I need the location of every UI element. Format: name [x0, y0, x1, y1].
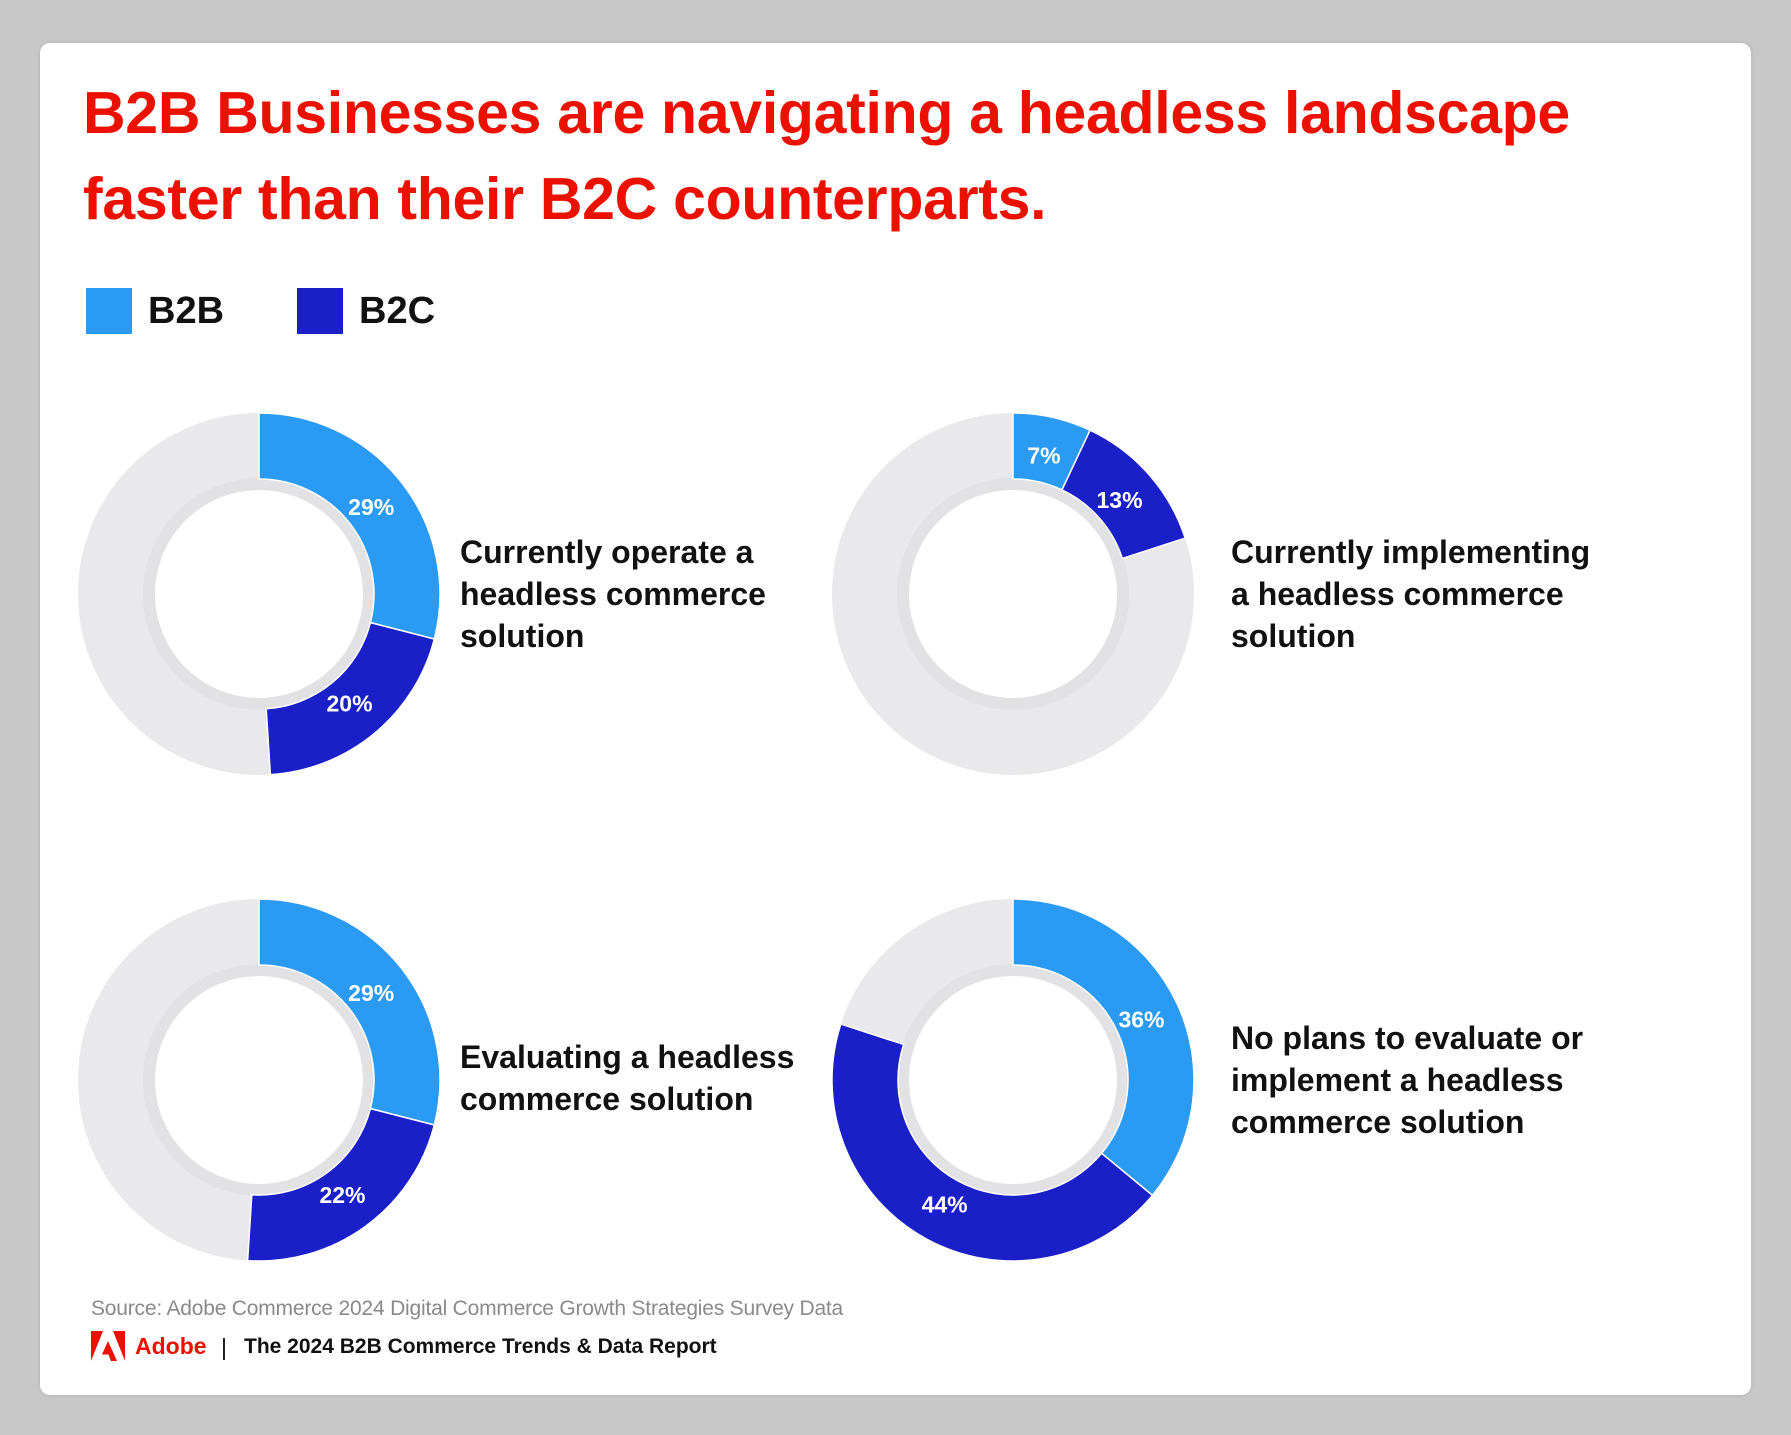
donut-chart-operate: 29% 20% — [78, 412, 441, 776]
donut-slice-b2c — [246, 1107, 436, 1262]
donut-slice-label-b2c: 44% — [922, 1191, 968, 1217]
legend-label-b2b: B2B — [148, 290, 225, 332]
donut-caption-evaluating: Evaluating a headless commerce solution — [460, 1039, 795, 1117]
donut-caption-no-plans: No plans to evaluate or implement a head… — [1231, 1020, 1584, 1140]
donut-inner-track — [143, 964, 375, 1196]
legend-swatch-b2b — [86, 288, 132, 334]
donut-slice-b2b — [258, 412, 441, 640]
legend-swatch-b2c — [297, 288, 343, 334]
donut-slice-b2b — [258, 898, 441, 1126]
adobe-logo-icon — [91, 1331, 125, 1361]
donut-slice-b2c — [1060, 429, 1187, 560]
page-title: B2B Businesses are navigating a headless… — [83, 80, 1570, 232]
donut-caption-implementing: Currently implementing a headless commer… — [1231, 534, 1591, 654]
donut-caption-operate: Currently operate a headless commerce so… — [460, 534, 766, 654]
footer-report-title: The 2024 B2B Commerce Trends & Data Repo… — [244, 1335, 717, 1358]
donut-slice-label-b2c: 22% — [319, 1182, 365, 1208]
donut-panel-evaluating: 29% 22% Evaluating a headless commerce so… — [76, 897, 856, 1277]
footer-separator: | — [221, 1334, 227, 1360]
donut-slice-label-b2b: 7% — [1027, 442, 1060, 468]
donut-slice-label-b2b: 29% — [348, 494, 394, 520]
donut-slice-label-b2c: 20% — [326, 690, 372, 716]
source-note: Source: Adobe Commerce 2024 Digital Comm… — [91, 1297, 844, 1320]
donut-slice-b2b — [1012, 898, 1195, 1197]
footer-brand: Adobe — [135, 1333, 207, 1359]
donut-slice-label-b2c: 13% — [1096, 487, 1142, 513]
donut-panel-operate: 29% 20% Currently operate a headless comm… — [76, 411, 856, 791]
donut-slice-label-b2b: 29% — [348, 980, 394, 1006]
donut-slice-label-b2b: 36% — [1118, 1007, 1164, 1033]
legend-label-b2c: B2C — [359, 290, 436, 332]
donut-inner-track — [143, 478, 375, 710]
donut-chart-implementing: 7% 13% — [832, 412, 1194, 775]
donut-inner-track — [897, 478, 1129, 710]
donut-inner-track — [897, 964, 1129, 1196]
donut-panel-implementing: 7% 13% Currently implementing a headless … — [830, 411, 1610, 791]
donut-panel-no-plans: 36% 44% No plans to evaluate or implement… — [830, 897, 1610, 1277]
donut-chart-no-plans: 36% 44% — [831, 898, 1195, 1262]
donut-slice-b2c — [265, 621, 436, 776]
donut-chart-evaluating: 29% 22% — [78, 898, 441, 1262]
donut-slice-b2c — [831, 1023, 1154, 1262]
